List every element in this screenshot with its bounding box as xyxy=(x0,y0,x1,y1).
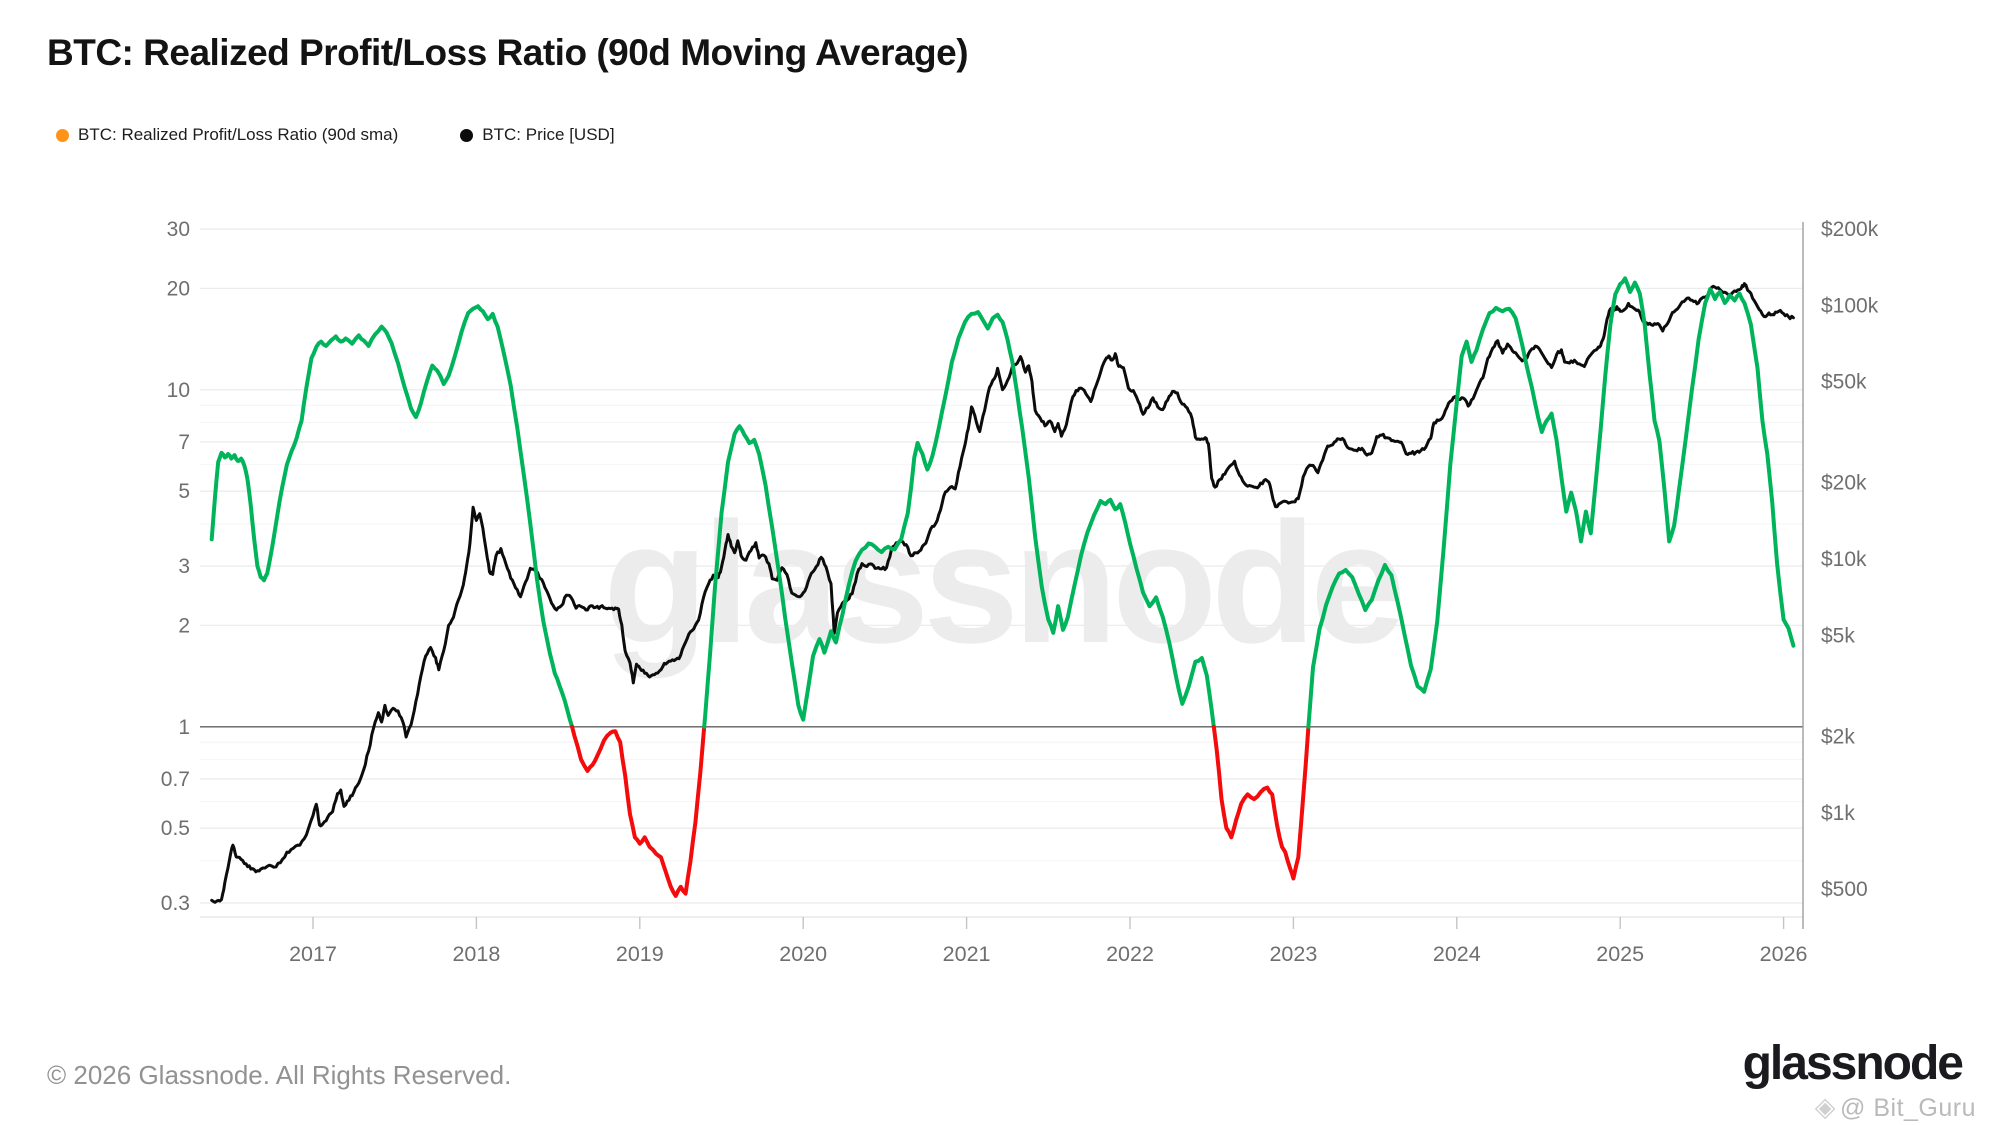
right-axis-tick-label: $10k xyxy=(1821,548,1867,571)
right-axis-tick-label: $100k xyxy=(1821,294,1879,317)
right-axis-tick-label: $5k xyxy=(1821,624,1855,647)
bitguru-diamond-icon: ◈ xyxy=(1814,1092,1837,1122)
right-axis-tick-label: $2k xyxy=(1821,725,1855,748)
ratio-legend-dot-icon xyxy=(56,128,69,142)
left-axis-tick-label: 7 xyxy=(178,431,190,454)
x-axis-label: 2025 xyxy=(1596,942,1644,966)
chart-legend: BTC: Realized Profit/Loss Ratio (90d sma… xyxy=(56,124,615,146)
legend-item-ratio[interactable]: BTC: Realized Profit/Loss Ratio (90d sma… xyxy=(56,125,398,145)
glassnode-logo: glassnode xyxy=(1742,1037,1964,1090)
x-axis-label: 2017 xyxy=(289,942,337,966)
ratio-series-line-profit xyxy=(702,310,1216,729)
x-axis-label: 2021 xyxy=(943,942,991,966)
legend-label-price: BTC: Price [USD] xyxy=(482,125,615,144)
ratio-series-line-loss xyxy=(1211,724,1311,881)
left-axis-tick-label: 30 xyxy=(167,218,190,241)
right-axis-tick-label: $50k xyxy=(1821,371,1867,394)
left-axis-tick-label: 0.3 xyxy=(161,892,190,915)
left-axis-tick-label: 1 xyxy=(178,716,190,739)
price-series-line xyxy=(210,282,1795,904)
x-axis-label: 2020 xyxy=(779,942,827,966)
bitguru-watermark: ◈ @ Bit_Guru xyxy=(1815,1092,1976,1123)
ratio-series-line-loss xyxy=(570,724,707,898)
glassnode-center-watermark: glassnode xyxy=(603,487,1400,679)
left-axis-tick-label: 5 xyxy=(178,480,190,503)
price-legend-dot-icon xyxy=(460,128,474,142)
x-axis-label: 2022 xyxy=(1106,942,1154,966)
x-axis-label: 2019 xyxy=(616,942,664,966)
x-axis-label: 2023 xyxy=(1269,942,1317,966)
bitguru-handle: @ Bit_Guru xyxy=(1840,1094,1976,1122)
left-axis-tick-label: 3 xyxy=(178,555,190,578)
right-axis-tick-label: $20k xyxy=(1821,472,1867,495)
right-axis-tick-label: $1k xyxy=(1821,802,1855,825)
ratio-series-line-profit xyxy=(1306,276,1796,729)
left-axis-tick-label: 0.5 xyxy=(161,817,190,840)
x-axis-label: 2024 xyxy=(1433,942,1481,966)
x-axis-label: 2018 xyxy=(452,942,500,966)
x-axis-label: 2026 xyxy=(1760,942,1808,966)
right-axis-tick-label: $200k xyxy=(1821,218,1879,241)
legend-label-ratio: BTC: Realized Profit/Loss Ratio (90d sma… xyxy=(78,125,399,144)
ratio-series-line-profit xyxy=(209,304,575,729)
legend-item-price[interactable]: BTC: Price [USD] xyxy=(460,125,615,145)
right-axis-tick-label: $500 xyxy=(1821,878,1868,901)
left-axis-tick-label: 2 xyxy=(178,614,190,637)
copyright-text: © 2026 Glassnode. All Rights Reserved. xyxy=(47,1060,512,1090)
left-axis-tick-label: 10 xyxy=(167,379,190,402)
left-axis-tick-label: 20 xyxy=(167,277,190,300)
left-axis-tick-label: 0.7 xyxy=(161,768,190,791)
page-title: BTC: Realized Profit/Loss Ratio (90d Mov… xyxy=(47,32,969,73)
